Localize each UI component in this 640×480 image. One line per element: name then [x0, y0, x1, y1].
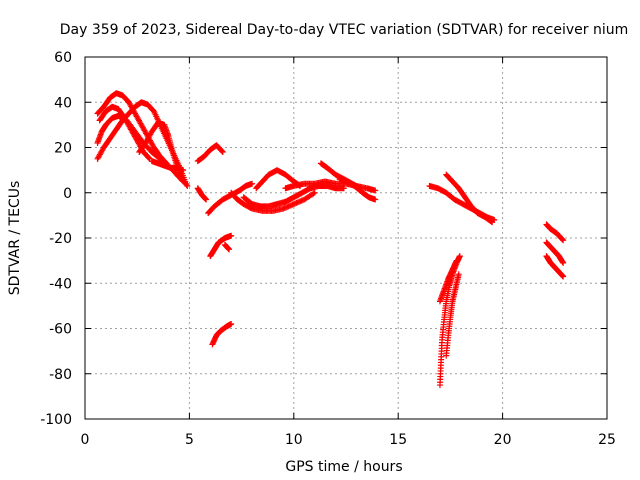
y-tick-label: -100 — [40, 412, 72, 428]
data-point — [455, 271, 462, 278]
series-arc-18 — [336, 176, 379, 203]
x-tick-label: 15 — [389, 432, 407, 448]
data-point — [560, 273, 567, 280]
data-point — [372, 187, 379, 194]
data-point — [228, 232, 235, 239]
series-arc-23 — [443, 271, 462, 359]
data-point — [219, 148, 226, 155]
series-arc-6 — [148, 158, 187, 174]
y-tick-label: 40 — [54, 95, 72, 111]
series-arc-8 — [194, 185, 210, 203]
series-arc-22 — [436, 257, 460, 305]
chart-title: Day 359 of 2023, Sidereal Day-to-day VTE… — [60, 22, 629, 38]
series-arc-20 — [443, 171, 496, 226]
x-tick-label: 5 — [185, 432, 194, 448]
series-arc-4 — [96, 103, 153, 162]
series-arc-21 — [436, 253, 463, 389]
series-arc-14 — [240, 182, 347, 210]
data-point — [453, 257, 460, 264]
x-axis-ticks: 0 5 10 15 20 25 — [81, 57, 616, 448]
data-point — [372, 196, 379, 203]
data-point — [560, 237, 567, 244]
data-point — [145, 154, 152, 161]
y-tick-label: 20 — [54, 141, 72, 157]
x-tick-label: 0 — [81, 432, 90, 448]
data-point — [560, 259, 567, 266]
y-tick-label: 60 — [54, 50, 72, 66]
y-tick-label: -20 — [49, 231, 72, 247]
plot-frame — [84, 56, 608, 420]
y-tick-label: -80 — [49, 367, 72, 383]
plot-area — [94, 90, 567, 389]
x-axis-label: GPS time / hours — [285, 459, 402, 475]
y-axis-label: SDTVAR / TECUs — [7, 181, 23, 296]
series-arc-25 — [543, 239, 567, 266]
series-arc-26 — [543, 253, 567, 280]
series-arc-12 — [209, 320, 235, 348]
data-point — [310, 190, 317, 197]
data-point — [184, 182, 191, 189]
x-tick-label: 20 — [494, 432, 512, 448]
series-arc-7 — [194, 142, 226, 165]
data-point — [456, 253, 463, 260]
data-point — [203, 196, 210, 203]
data-point — [489, 219, 496, 226]
data-point — [183, 181, 190, 188]
data-point — [226, 246, 233, 253]
y-tick-label: -60 — [49, 322, 72, 338]
data-point — [311, 189, 318, 196]
data-point — [219, 149, 226, 156]
series-arc-10 — [207, 232, 235, 260]
series-arc-11 — [221, 241, 233, 253]
y-axis-ticks: -100 -80 -60 -40 -20 0 20 40 60 — [40, 50, 607, 428]
data-point — [228, 320, 235, 327]
y-tick-label: -40 — [49, 276, 72, 292]
series-arc-16 — [282, 178, 379, 194]
series-arc-9 — [205, 180, 256, 217]
data-point — [249, 180, 256, 187]
data-point — [180, 167, 187, 174]
x-tick-label: 25 — [598, 432, 616, 448]
data-point — [559, 236, 566, 243]
y-tick-label: 0 — [63, 186, 72, 202]
grid-lines — [85, 57, 607, 419]
x-tick-label: 10 — [285, 432, 303, 448]
series-arc-24 — [543, 221, 567, 244]
series-arc-13 — [228, 189, 318, 214]
